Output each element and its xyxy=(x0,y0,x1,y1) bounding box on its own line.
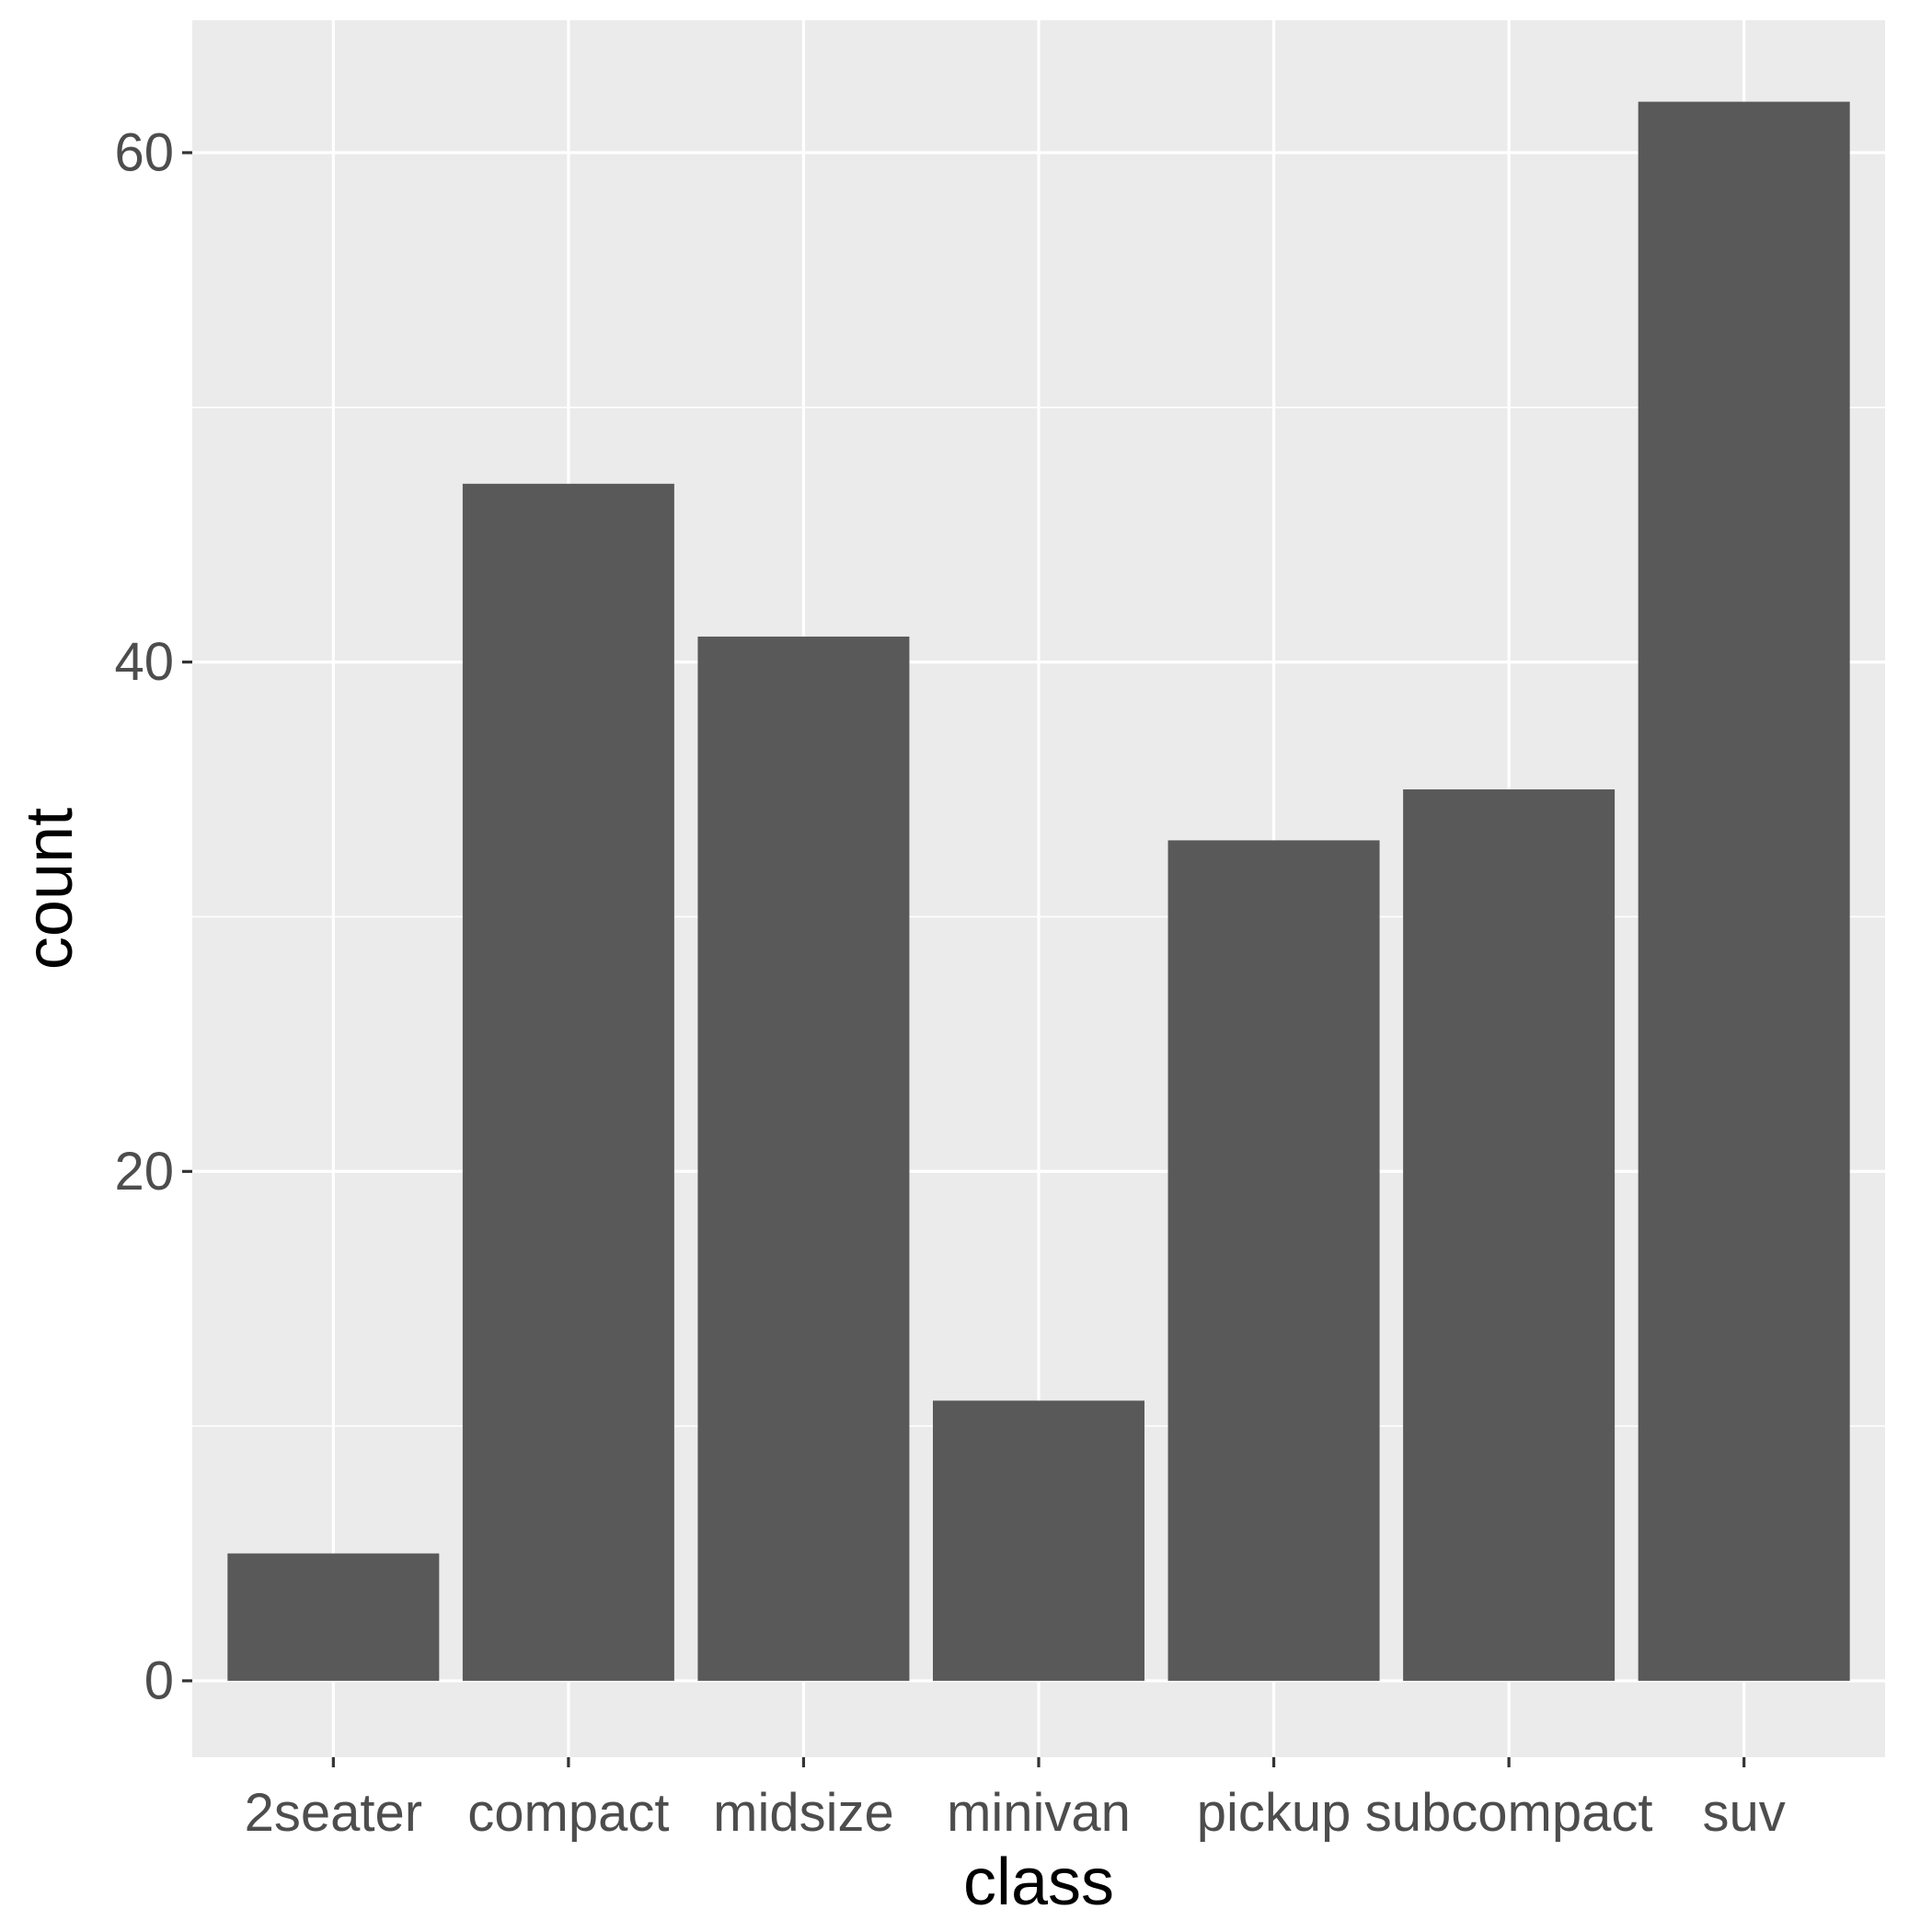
bars xyxy=(227,101,1850,1681)
bar-minivan xyxy=(933,1400,1144,1681)
bar-suv xyxy=(1638,101,1850,1681)
bar-subcompact xyxy=(1403,789,1616,1681)
y-tick-label: 40 xyxy=(114,632,174,692)
x-tick-label: suv xyxy=(1703,1783,1786,1843)
y-tick-label: 60 xyxy=(114,122,174,182)
bar-midsize xyxy=(697,636,910,1681)
x-tick-label: compact xyxy=(467,1783,669,1843)
x-tick-label: midsize xyxy=(713,1783,894,1843)
y-tick-label: 0 xyxy=(144,1650,174,1710)
x-tick-label: 2seater xyxy=(245,1783,422,1843)
y-axis-title: count xyxy=(13,808,86,970)
y-axis: 0 20 40 60 xyxy=(114,122,192,1710)
x-axis: 2seater compact midsize minivan pickup subcom… xyxy=(245,1757,1786,1843)
y-tick-label: 20 xyxy=(114,1142,174,1202)
x-tick-label: pickup xyxy=(1197,1783,1351,1843)
bar-pickup xyxy=(1167,840,1380,1681)
x-axis-title: class xyxy=(963,1846,1114,1919)
bar-compact xyxy=(462,483,674,1681)
x-tick-label: subcompact xyxy=(1365,1783,1653,1843)
x-tick-label: minivan xyxy=(947,1783,1131,1843)
bar-2seater xyxy=(227,1553,440,1681)
